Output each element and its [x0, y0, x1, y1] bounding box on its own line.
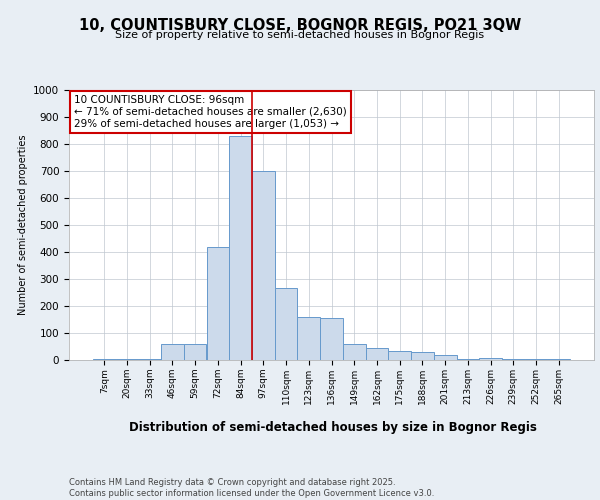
Bar	[161, 344, 184, 360]
Bar	[206, 246, 229, 360]
Text: 10, COUNTISBURY CLOSE, BOGNOR REGIS, PO21 3QW: 10, COUNTISBURY CLOSE, BOGNOR REGIS, PO2…	[79, 18, 521, 32]
Bar	[116, 358, 139, 360]
Bar	[547, 358, 570, 360]
Bar	[184, 344, 206, 360]
Bar	[434, 355, 457, 360]
Bar	[93, 358, 116, 360]
Bar	[139, 358, 161, 360]
Bar	[365, 348, 388, 360]
Bar	[252, 171, 275, 360]
Text: Distribution of semi-detached houses by size in Bognor Regis: Distribution of semi-detached houses by …	[129, 421, 537, 434]
Bar	[479, 358, 502, 360]
Bar	[298, 317, 320, 360]
Y-axis label: Number of semi-detached properties: Number of semi-detached properties	[17, 134, 28, 316]
Bar	[388, 352, 411, 360]
Bar	[343, 344, 365, 360]
Bar	[457, 358, 479, 360]
Bar	[502, 358, 524, 360]
Text: 10 COUNTISBURY CLOSE: 96sqm
← 71% of semi-detached houses are smaller (2,630)
29: 10 COUNTISBURY CLOSE: 96sqm ← 71% of sem…	[74, 96, 347, 128]
Bar	[411, 352, 434, 360]
Text: Contains HM Land Registry data © Crown copyright and database right 2025.
Contai: Contains HM Land Registry data © Crown c…	[69, 478, 434, 498]
Text: Size of property relative to semi-detached houses in Bognor Regis: Size of property relative to semi-detach…	[115, 30, 485, 40]
Bar	[320, 318, 343, 360]
Bar	[275, 288, 298, 360]
Bar	[229, 136, 252, 360]
Bar	[524, 358, 547, 360]
